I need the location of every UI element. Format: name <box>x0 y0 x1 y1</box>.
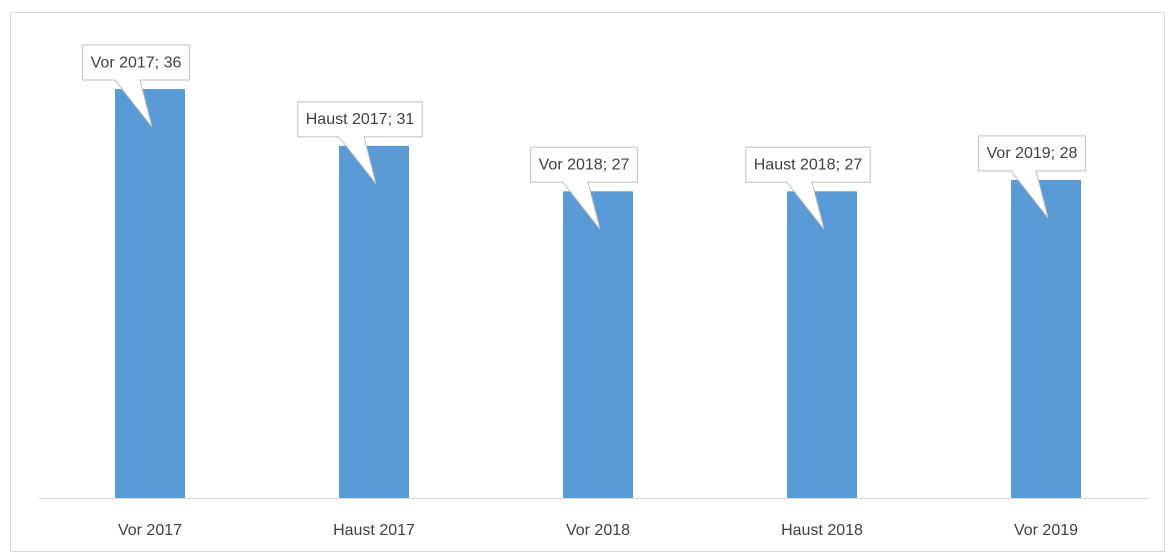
bar <box>115 89 185 498</box>
x-tick-label: Haust 2017 <box>333 522 415 539</box>
data-label: Haust 2017; 31 <box>306 111 415 128</box>
data-label: Vor 2017; 36 <box>91 54 182 71</box>
x-tick-label: Vor 2019 <box>1014 522 1078 539</box>
x-tick-label: Vor 2017 <box>118 522 182 539</box>
bar <box>563 191 633 498</box>
data-label: Vor 2019; 28 <box>987 145 1078 162</box>
data-label-callout <box>297 101 423 185</box>
data-label-callout <box>530 146 638 230</box>
data-label-callout <box>745 146 871 230</box>
data-label-callout <box>82 44 190 128</box>
bar <box>787 191 857 498</box>
data-label: Vor 2018; 27 <box>539 156 630 173</box>
data-label: Haust 2018; 27 <box>754 156 863 173</box>
data-label-callout <box>978 135 1086 219</box>
bar <box>1011 179 1081 499</box>
bar <box>339 145 409 498</box>
x-tick-label: Haust 2018 <box>781 522 863 539</box>
x-tick-label: Vor 2018 <box>566 522 630 539</box>
